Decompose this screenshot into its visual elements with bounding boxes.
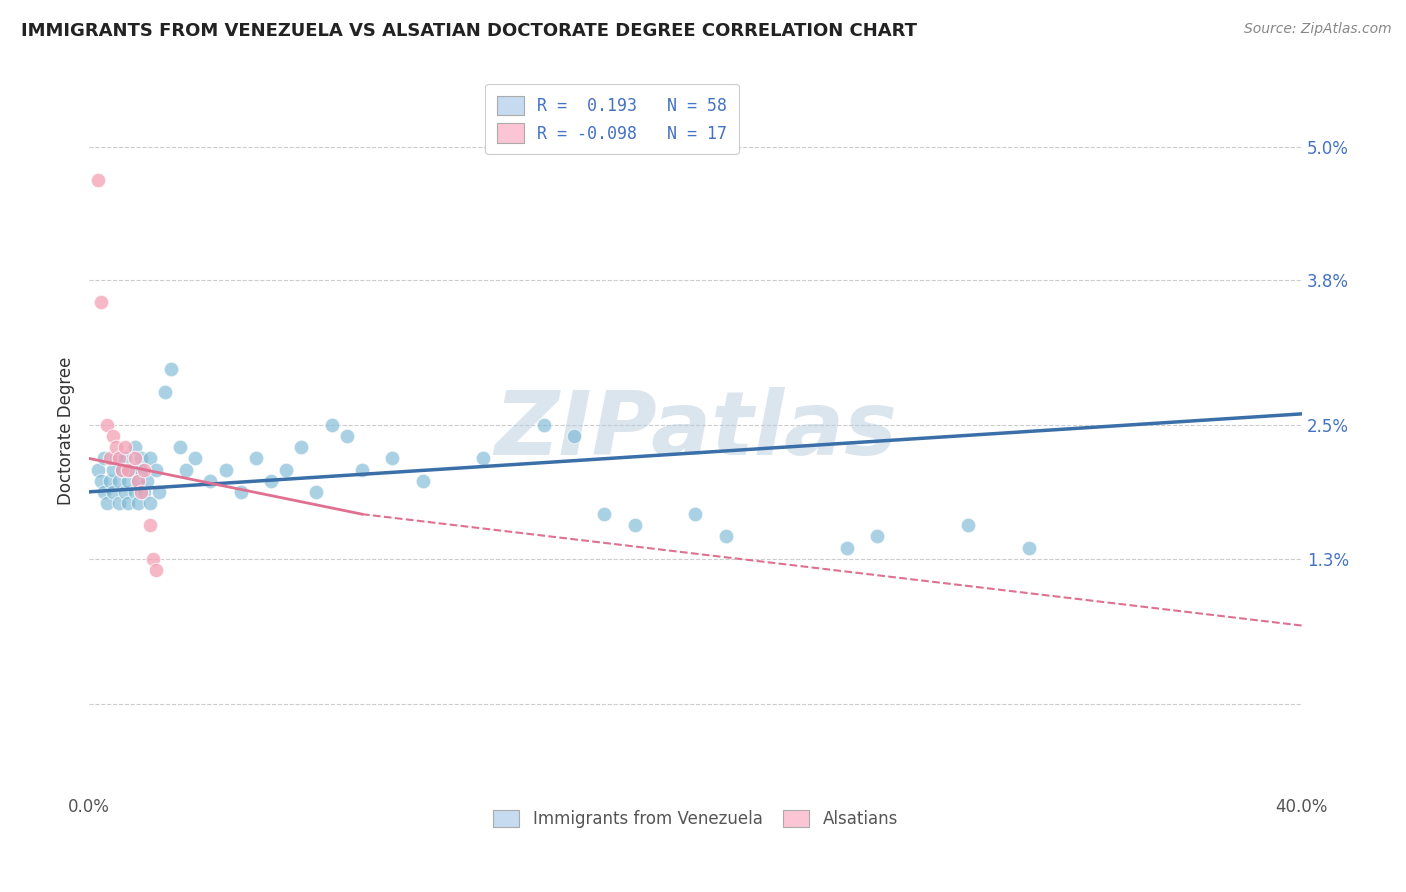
Point — [87, 173, 110, 187]
Point — [336, 429, 359, 443]
Point — [132, 484, 155, 499]
Point — [138, 451, 160, 466]
Point — [117, 474, 139, 488]
Point — [260, 474, 283, 488]
Point — [866, 529, 889, 543]
Point — [138, 518, 160, 533]
Point — [412, 474, 434, 488]
Point — [142, 551, 165, 566]
Text: Source: ZipAtlas.com: Source: ZipAtlas.com — [1244, 22, 1392, 37]
Point — [835, 541, 858, 555]
Y-axis label: Doctorate Degree: Doctorate Degree — [58, 357, 75, 505]
Point — [624, 518, 647, 533]
Point — [124, 484, 146, 499]
Point — [350, 462, 373, 476]
Point — [138, 496, 160, 510]
Point — [114, 440, 136, 454]
Point — [1018, 541, 1040, 555]
Point — [96, 417, 118, 432]
Point — [111, 462, 134, 476]
Point — [108, 496, 131, 510]
Point — [127, 496, 149, 510]
Point — [169, 440, 191, 454]
Point — [129, 462, 152, 476]
Point — [145, 462, 167, 476]
Point — [103, 462, 125, 476]
Point — [98, 474, 121, 488]
Point — [93, 451, 115, 466]
Point — [160, 362, 183, 376]
Legend: Immigrants from Venezuela, Alsatians: Immigrants from Venezuela, Alsatians — [486, 804, 904, 835]
Point — [533, 417, 555, 432]
Point — [129, 451, 152, 466]
Point — [472, 451, 495, 466]
Text: IMMIGRANTS FROM VENEZUELA VS ALSATIAN DOCTORATE DEGREE CORRELATION CHART: IMMIGRANTS FROM VENEZUELA VS ALSATIAN DO… — [21, 22, 917, 40]
Point — [127, 474, 149, 488]
Point — [184, 451, 207, 466]
Point — [93, 484, 115, 499]
Point — [562, 429, 585, 443]
Point — [229, 484, 252, 499]
Point — [321, 417, 343, 432]
Point — [90, 295, 112, 310]
Point — [108, 451, 131, 466]
Point — [132, 462, 155, 476]
Point — [174, 462, 197, 476]
Point — [593, 507, 616, 521]
Point — [124, 440, 146, 454]
Point — [103, 429, 125, 443]
Point — [117, 462, 139, 476]
Point — [111, 462, 134, 476]
Point — [305, 484, 328, 499]
Point — [200, 474, 222, 488]
Point — [290, 440, 312, 454]
Point — [153, 384, 176, 399]
Text: ZIPatlas: ZIPatlas — [494, 387, 897, 474]
Point — [127, 474, 149, 488]
Point — [114, 484, 136, 499]
Point — [685, 507, 707, 521]
Point — [96, 496, 118, 510]
Point — [135, 474, 157, 488]
Point — [121, 462, 143, 476]
Point — [124, 451, 146, 466]
Point — [129, 484, 152, 499]
Point — [214, 462, 236, 476]
Point — [105, 440, 128, 454]
Point — [105, 451, 128, 466]
Point — [148, 484, 170, 499]
Point — [145, 563, 167, 577]
Point — [381, 451, 404, 466]
Point — [90, 474, 112, 488]
Point — [714, 529, 737, 543]
Point — [114, 451, 136, 466]
Point — [276, 462, 298, 476]
Point — [103, 484, 125, 499]
Point — [245, 451, 267, 466]
Point — [957, 518, 980, 533]
Point — [108, 474, 131, 488]
Point — [98, 451, 121, 466]
Point — [117, 496, 139, 510]
Point — [87, 462, 110, 476]
